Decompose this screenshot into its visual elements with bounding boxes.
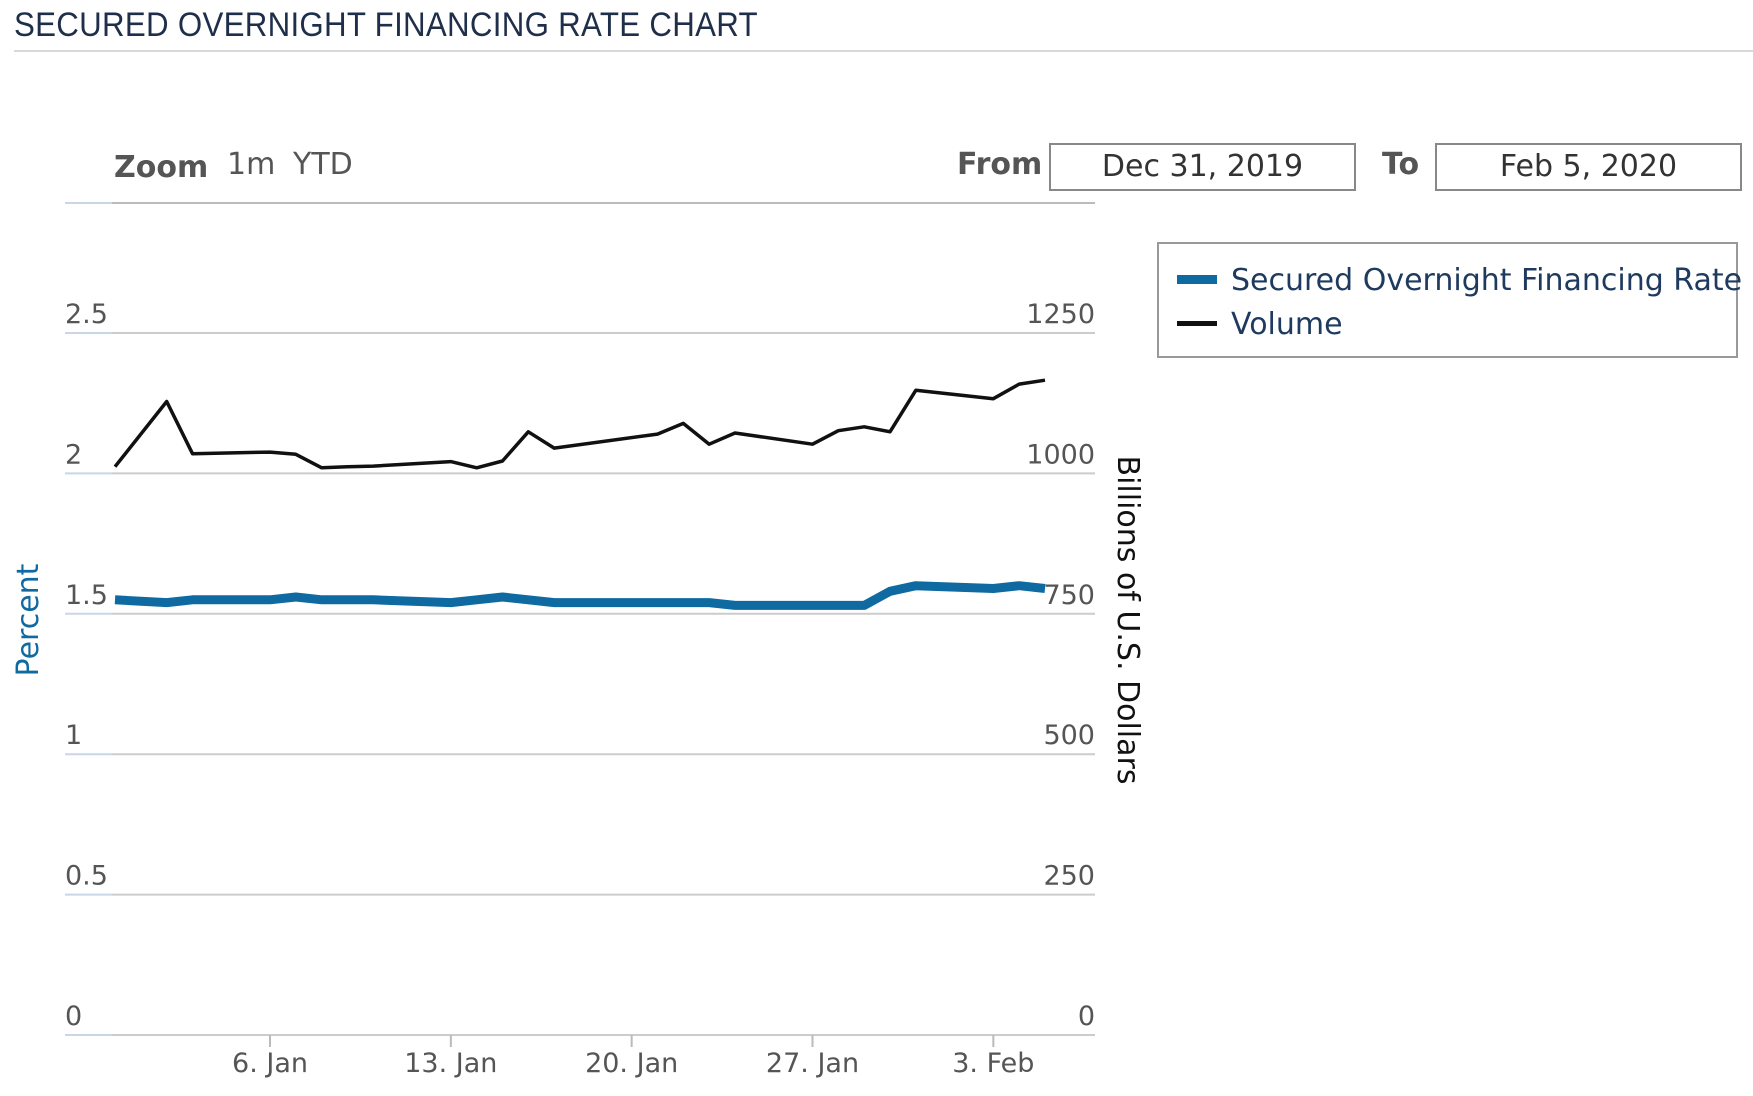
rate-series-line: [114, 581, 1046, 610]
to-date-input[interactable]: Feb 5, 2020: [1435, 143, 1742, 191]
x-tick-label: 20. Jan: [585, 1048, 678, 1079]
right-tick-label: 750: [1043, 580, 1095, 611]
right-axis-title: Billions of U.S. Dollars: [1110, 456, 1145, 785]
right-tick-label: 1000: [1026, 439, 1095, 470]
right-tick-label: 250: [1043, 861, 1095, 892]
left-axis-title: Percent: [11, 563, 46, 676]
right-tick-label: 1250: [1026, 299, 1095, 330]
legend-item-rate[interactable]: Secured Overnight Financing Rate: [1177, 260, 1742, 300]
left-tick-label: 1: [65, 720, 82, 751]
left-tick-label: 0: [65, 1001, 82, 1032]
axis-layer: 0 0 0.5 250 1 500 1.5 750 2 1000 2.5 1250 6. Jan 13. …: [65, 299, 1095, 1079]
left-tick-label: 1.5: [65, 580, 108, 611]
right-tick-label: 0: [1078, 1001, 1095, 1032]
from-label: From: [957, 147, 1043, 182]
to-label: To: [1382, 147, 1420, 182]
x-tick-label: 13. Jan: [404, 1048, 497, 1079]
x-tick-label: 27. Jan: [766, 1048, 859, 1079]
zoom-label: Zoom: [114, 150, 209, 185]
left-tick-label: 2.5: [65, 299, 108, 330]
grid-layer: [65, 332, 1095, 1036]
legend-swatch-volume: [1177, 321, 1217, 326]
series-layer: [113, 378, 1046, 610]
page-title: SECURED OVERNIGHT FINANCING RATE CHART: [14, 6, 758, 44]
legend-label-rate: Secured Overnight Financing Rate: [1231, 262, 1743, 298]
left-tick-label: 0.5: [65, 861, 108, 892]
volume-series-line: [113, 378, 1046, 470]
right-tick-label: 500: [1043, 720, 1095, 751]
zoom-ytd-button[interactable]: YTD: [293, 147, 353, 182]
legend-swatch-rate: [1177, 275, 1217, 284]
legend-item-volume[interactable]: Volume: [1177, 304, 1343, 344]
title-divider: [14, 50, 1753, 52]
legend-label-volume: Volume: [1231, 306, 1343, 342]
left-tick-label: 2: [65, 439, 82, 470]
x-tick-label: 6. Jan: [232, 1048, 308, 1079]
zoom-1m-button[interactable]: 1m: [227, 147, 276, 182]
from-date-input[interactable]: Dec 31, 2019: [1049, 143, 1356, 191]
x-tick-label: 3. Feb: [952, 1048, 1034, 1079]
chart-legend: Secured Overnight Financing Rate Volume: [1157, 242, 1742, 358]
